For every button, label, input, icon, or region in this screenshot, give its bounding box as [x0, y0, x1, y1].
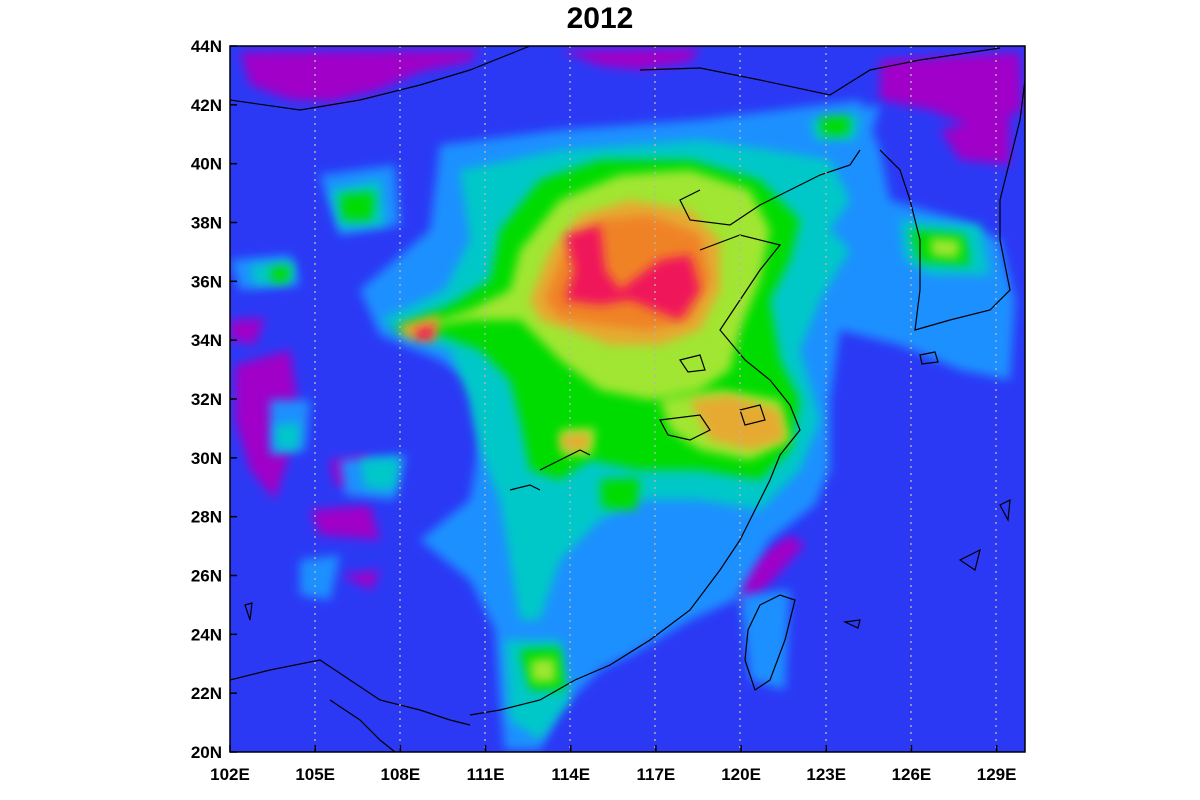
lat-tick-label: 20N [191, 743, 222, 762]
lon-tick-label: 108E [381, 765, 421, 784]
lat-tick-label: 32N [191, 390, 222, 409]
lat-tick-label: 36N [191, 272, 222, 291]
latitude-axis: 20N 22N 24N 26N 28N 30N 32N 34N 36N 38N 40N 42N 44N [191, 37, 237, 762]
meridian-gridlines [314, 46, 997, 752]
lon-tick-label: 123E [806, 765, 846, 784]
lon-tick-label: 120E [721, 765, 761, 784]
lon-tick-label: 117E [637, 765, 676, 784]
map-title: 2012 [566, 2, 634, 35]
lat-tick-label: 24N [191, 625, 222, 644]
level-7-red [415, 225, 700, 340]
lat-tick-label: 44N [191, 37, 222, 56]
lon-tick-label: 129E [977, 765, 1017, 784]
lat-tick-label: 40N [191, 155, 222, 174]
lon-tick-label: 126E [892, 765, 932, 784]
longitude-axis: 102E 105E 108E 111E 114E 117E 120E 123E 126E 129E [210, 745, 1016, 784]
lat-tick-label: 28N [191, 508, 222, 527]
lat-tick-label: 26N [191, 567, 222, 586]
violet-low-values [230, 48, 1022, 610]
lat-tick-label: 22N [191, 684, 222, 703]
concentration-field [230, 46, 1025, 752]
lon-tick-label: 111E [467, 765, 505, 784]
lat-tick-label: 30N [191, 449, 222, 468]
lat-tick-label: 34N [191, 331, 222, 350]
lon-tick-label: 114E [551, 765, 590, 784]
lon-tick-label: 102E [210, 765, 250, 784]
lon-tick-label: 105E [295, 765, 335, 784]
lat-tick-label: 38N [191, 214, 222, 233]
coastlines-and-borders [230, 46, 1025, 752]
lat-tick-label: 42N [191, 96, 222, 115]
